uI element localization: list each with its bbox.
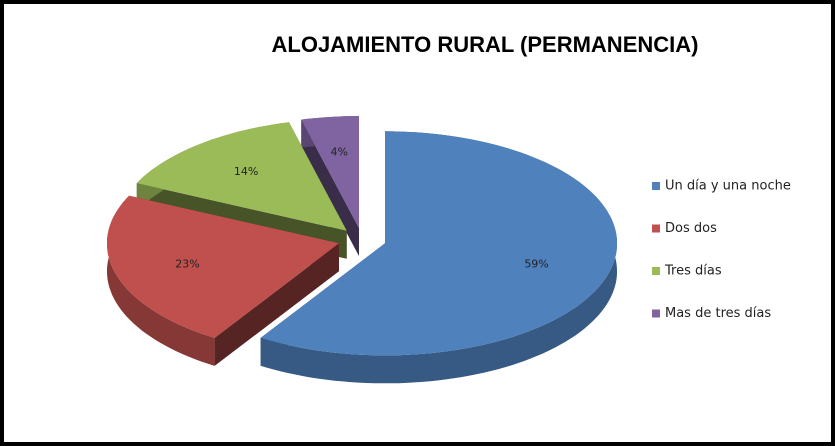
legend-swatch: [652, 224, 660, 233]
slice-wall: [214, 243, 339, 366]
legend-swatch: [652, 267, 660, 275]
slice-top: [260, 131, 617, 356]
data-label: 4%: [330, 146, 347, 159]
data-label: 23%: [175, 258, 199, 271]
legend-label: Dos dos: [665, 221, 717, 236]
legend-swatch: [652, 309, 660, 318]
chart-title: ALOJAMIENTO RURAL (PERMANENCIA): [272, 32, 699, 57]
pie-slice: [260, 131, 617, 384]
data-label: 14%: [234, 165, 258, 178]
legend-label: Tres días: [664, 264, 722, 279]
slice-top: [136, 122, 347, 231]
slice-side: [107, 195, 215, 366]
pie-slice: [107, 195, 339, 366]
slice-side: [260, 131, 617, 384]
data-label: 59%: [524, 258, 548, 271]
slice-top: [107, 195, 339, 338]
slice-wall: [301, 119, 359, 257]
pie-slice: [301, 116, 359, 257]
pie: 4% 14% 59% 23%: [107, 116, 617, 384]
legend-swatch: [652, 182, 660, 190]
slice-top: [301, 116, 359, 229]
legend-label: Mas de tres días: [665, 306, 771, 321]
legend-label: Un día y una noche: [665, 179, 791, 194]
legend: Un día y una noche Dos dos Tres días Mas de…: [652, 179, 791, 321]
